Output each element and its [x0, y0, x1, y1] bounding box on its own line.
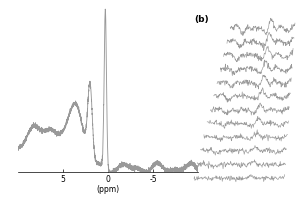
X-axis label: (ppm): (ppm): [96, 185, 120, 194]
Text: (b): (b): [195, 15, 209, 24]
